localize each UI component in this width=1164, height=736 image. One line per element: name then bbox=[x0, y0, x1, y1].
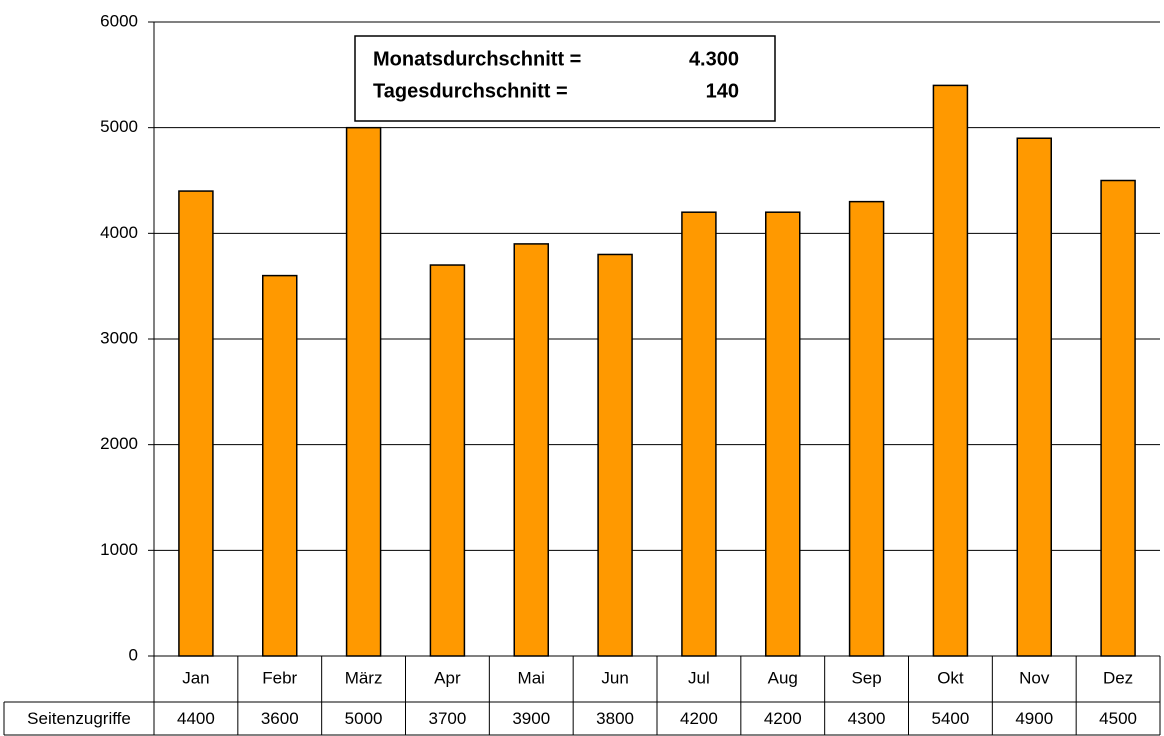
annotation-box bbox=[354, 35, 776, 122]
annotation-label: Monatsdurchschnitt = bbox=[373, 48, 581, 70]
x-tick-label: Jun bbox=[601, 668, 628, 687]
y-tick-label: 3000 bbox=[100, 328, 138, 347]
bar bbox=[932, 84, 969, 657]
x-tick-label: März bbox=[345, 668, 383, 687]
x-tick-label: Mai bbox=[518, 668, 545, 687]
annotation-value: 140 bbox=[706, 80, 739, 102]
x-tick-label: Dez bbox=[1103, 668, 1133, 687]
y-tick-label: 1000 bbox=[100, 540, 138, 559]
table-value: 3800 bbox=[596, 709, 634, 728]
table-value: 5000 bbox=[345, 709, 383, 728]
x-tick-label: Sep bbox=[851, 668, 881, 687]
x-tick-label: Jan bbox=[182, 668, 209, 687]
x-tick-label: Aug bbox=[768, 668, 798, 687]
bar bbox=[429, 264, 466, 657]
x-tick-label: Nov bbox=[1019, 668, 1050, 687]
table-value: 3700 bbox=[429, 709, 467, 728]
table-value: 4900 bbox=[1015, 709, 1053, 728]
table-value: 3600 bbox=[261, 709, 299, 728]
bar bbox=[345, 126, 382, 657]
y-tick-label: 0 bbox=[129, 645, 138, 664]
table-value: 5400 bbox=[932, 709, 970, 728]
bar bbox=[1016, 137, 1052, 657]
legend-label: Seitenzugriffe bbox=[27, 709, 131, 728]
bar bbox=[848, 200, 885, 657]
table-value: 4200 bbox=[764, 709, 802, 728]
table-value: 3900 bbox=[512, 709, 550, 728]
bar bbox=[765, 211, 801, 657]
y-tick-label: 5000 bbox=[100, 117, 138, 136]
table-value: 4400 bbox=[177, 709, 215, 728]
x-tick-label: Okt bbox=[937, 668, 964, 687]
x-tick-label: Jul bbox=[688, 668, 710, 687]
table-value: 4500 bbox=[1099, 709, 1137, 728]
bar bbox=[513, 243, 549, 657]
x-tick-label: Febr bbox=[262, 668, 297, 687]
bar bbox=[178, 190, 214, 657]
y-tick-label: 4000 bbox=[100, 223, 138, 242]
table-value: 4300 bbox=[848, 709, 886, 728]
y-tick-label: 2000 bbox=[100, 434, 138, 453]
x-tick-label: Apr bbox=[434, 668, 461, 687]
bar bbox=[1100, 179, 1136, 657]
bar bbox=[262, 274, 298, 657]
annotation-value: 4.300 bbox=[689, 48, 739, 70]
y-tick-label: 6000 bbox=[100, 11, 138, 30]
annotation-label: Tagesdurchschnitt = bbox=[373, 80, 568, 102]
bar bbox=[597, 253, 633, 657]
bar bbox=[681, 211, 717, 657]
table-value: 4200 bbox=[680, 709, 718, 728]
